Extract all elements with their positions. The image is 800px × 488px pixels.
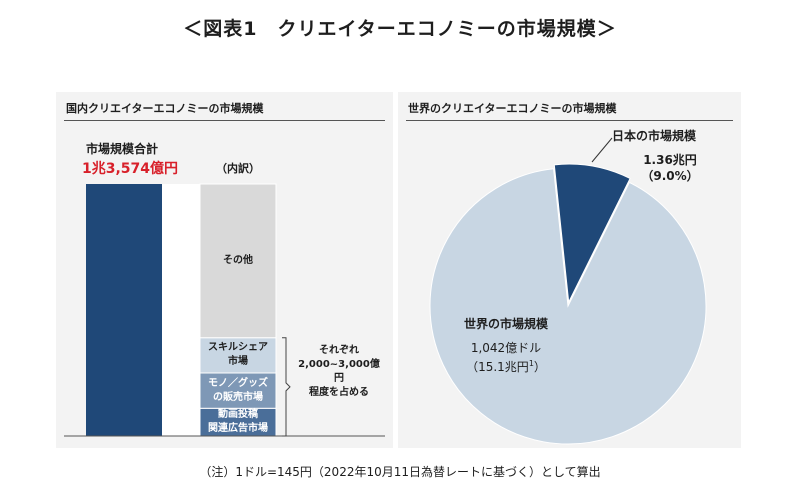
world-slice-amount: 1,042億ドル: [470, 341, 542, 355]
total-market-label: 市場規模合計: [86, 142, 159, 156]
world-slice-footnote-mark: 1: [528, 359, 534, 368]
bar-spacer: [162, 184, 200, 436]
breakdown-segment-label: 動画投稿関連広告市場: [200, 408, 276, 436]
segment-label-line: の販売市場: [213, 391, 263, 403]
breakdown-segment-label: モノ／グッズ の販売市場: [200, 377, 276, 405]
footnote: （注）1ドル=145円（2022年10月11日為替レートに基づく）として算出: [199, 465, 601, 479]
japan-pie-slice: [553, 163, 631, 304]
domestic-market-panel: 国内クリエイターエコノミーの市場規模 市場規模合計 1兆3,574億円 （内訳）…: [56, 92, 393, 448]
segment-bracket: [282, 337, 291, 437]
segment-label-line: スキルシェア: [208, 342, 268, 354]
world-slice-name: 世界の市場規模: [463, 317, 548, 331]
segment-label-line: 市場: [228, 356, 248, 368]
bracket-note-line: 程度を占める: [309, 387, 369, 398]
japan-slice-value: 1.36兆円 （9.0%）: [620, 152, 720, 184]
japan-slice-percent: （9.0%）: [641, 169, 699, 183]
breakdown-label: （内訳）: [216, 162, 260, 175]
segment-label-line: モノ／グッズ: [208, 377, 268, 389]
segment-label-line: 動画投稿: [218, 409, 258, 421]
breakdown-segment-label: スキルシェア 市場: [200, 341, 276, 369]
domestic-panel-divider: [64, 120, 385, 121]
bracket-note: それぞれ 2,000~3,000億円 程度を占める: [294, 344, 384, 400]
world-slice-label: 世界の市場規模 1,042億ドル （15.1兆円1）: [436, 316, 576, 375]
bracket-note-line: 2,000~3,000億円: [298, 359, 380, 384]
world-slice-yen-close: ）: [533, 360, 546, 374]
segment-label-line: その他: [223, 254, 253, 266]
global-market-panel: 世界のクリエイターエコノミーの市場規模 日本の市場規模 1.36兆円 （9.0%…: [398, 92, 741, 448]
japan-slice-amount: 1.36兆円: [643, 153, 697, 167]
page-title: ＜図表1 クリエイターエコノミーの市場規模＞: [183, 18, 617, 40]
world-slice-yen: （15.1兆円1）: [436, 356, 576, 375]
japan-slice-leader-line: [591, 137, 613, 163]
breakdown-segment: [199, 407, 277, 437]
bracket-note-line: それぞれ: [319, 345, 359, 356]
breakdown-segment: [199, 183, 277, 339]
global-panel-title: 世界のクリエイターエコノミーの市場規模: [408, 102, 617, 115]
breakdown-segment: [199, 372, 277, 409]
global-pie-chart: [429, 137, 707, 445]
breakdown-segment-label: その他: [200, 254, 276, 268]
domestic-panel-title: 国内クリエイターエコノミーの市場規模: [66, 102, 264, 115]
total-market-bar: [86, 184, 162, 436]
domestic-bar-chart: [64, 183, 385, 437]
global-panel-divider: [406, 120, 733, 121]
segment-label-line: 関連広告市場: [208, 423, 268, 435]
world-slice-yen-text: （15.1兆円: [466, 360, 529, 374]
japan-slice-name: 日本の市場規模: [612, 129, 697, 143]
breakdown-segment: [199, 337, 277, 374]
world-pie-slice: [429, 168, 707, 445]
total-market-value: 1兆3,574億円: [82, 161, 179, 177]
